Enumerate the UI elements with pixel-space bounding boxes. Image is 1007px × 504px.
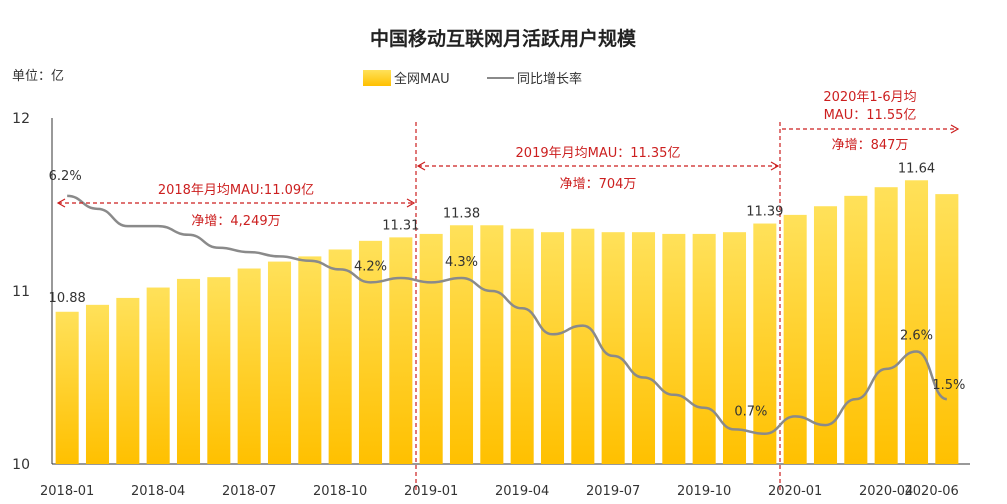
- x-tick-label: 2020-06: [905, 484, 959, 499]
- chart-title: 中国移动互联网月活跃用户规模: [370, 27, 637, 50]
- bar: [85, 304, 110, 464]
- x-tick-label: 2019-07: [586, 484, 640, 499]
- annotation-arrowhead-right: [950, 124, 960, 134]
- bar: [692, 233, 716, 464]
- unit-label: 单位：亿: [12, 69, 64, 84]
- annotation-text: 2018年月均MAU:11.09亿: [158, 183, 314, 198]
- annotation-arrowhead-left: [416, 161, 426, 171]
- x-tick-label: 2019-04: [495, 484, 549, 499]
- y-tick-label: 11: [12, 284, 30, 300]
- bar: [267, 261, 292, 464]
- annotation-text: MAU：11.55亿: [824, 108, 917, 123]
- data-label: 1.5%: [932, 378, 965, 393]
- data-label: 0.7%: [734, 405, 767, 420]
- x-tick-label: 2019-01: [404, 484, 458, 499]
- bar: [935, 194, 959, 464]
- data-label: 11.31: [382, 218, 419, 233]
- bar: [146, 287, 170, 464]
- data-label: 11.64: [898, 161, 935, 176]
- bar: [55, 311, 79, 464]
- bar: [176, 278, 201, 464]
- x-tick-label: 2018-07: [222, 484, 276, 499]
- y-tick-label: 10: [12, 457, 30, 473]
- data-labels: 10.88 11.31 11.38 11.39 11.64 6.2% 4.2% 4.3% 0.7…: [49, 161, 966, 419]
- bar: [389, 237, 413, 464]
- data-label: 4.3%: [445, 255, 478, 270]
- bar: [662, 233, 686, 464]
- bar: [237, 268, 261, 464]
- growth-line-series: [67, 194, 948, 435]
- axes: 10 11 12 2018-01 2018-04 2018-07 2018-10 2019-0…: [12, 111, 970, 499]
- x-tick-label: 2020-04: [859, 484, 913, 499]
- x-tick-label: 2018-10: [313, 484, 367, 499]
- bar: [904, 180, 929, 464]
- bar: [449, 225, 474, 464]
- annotation-arrowhead-right: [770, 161, 780, 171]
- annotation-text: 2019年月均MAU：11.35亿: [516, 146, 681, 161]
- data-label: 10.88: [49, 291, 86, 306]
- annotation-text: 净增：704万: [560, 177, 637, 192]
- bar: [753, 223, 777, 464]
- bar: [601, 232, 625, 464]
- period-dividers: [415, 122, 781, 492]
- legend-bar-label: 全网MAU: [394, 71, 450, 87]
- legend-bar-swatch: [363, 70, 391, 86]
- x-tick-label: 2019-10: [677, 484, 731, 499]
- bar: [722, 232, 747, 464]
- data-label: 2.6%: [900, 329, 933, 344]
- bar: [874, 187, 898, 464]
- data-label: 11.38: [443, 206, 480, 221]
- bar: [480, 225, 504, 464]
- annotation-text: 净增：4,249万: [191, 214, 280, 229]
- bar: [298, 256, 322, 464]
- y-tick-label: 12: [12, 111, 30, 127]
- bar: [328, 249, 352, 464]
- bar: [571, 228, 595, 464]
- annotation-arrowhead-left: [56, 198, 66, 208]
- x-tick-label: 2018-01: [40, 484, 94, 499]
- legend-line-label: 同比增长率: [517, 71, 582, 87]
- annotation-text: 净增：847万: [832, 138, 909, 153]
- bar: [510, 228, 534, 464]
- bar: [813, 206, 838, 465]
- bar: [540, 232, 565, 464]
- legend: 全网MAU 同比增长率: [363, 70, 582, 87]
- data-label: 4.2%: [354, 259, 387, 274]
- x-tick-label: 2018-04: [131, 484, 185, 499]
- bar: [358, 240, 383, 464]
- bar-series: [55, 180, 959, 465]
- growth-rate-line: [67, 194, 948, 435]
- data-label: 11.39: [746, 205, 783, 220]
- annotation-text: 2020年1-6月均: [823, 90, 916, 105]
- annotation-arrowhead-right: [406, 198, 416, 208]
- bar: [419, 233, 443, 464]
- bar: [844, 195, 868, 464]
- bar: [116, 297, 140, 464]
- bar: [631, 232, 656, 464]
- bar: [783, 214, 807, 464]
- data-label: 6.2%: [49, 169, 82, 184]
- bar: [207, 277, 231, 464]
- x-tick-label: 2020-01: [768, 484, 822, 499]
